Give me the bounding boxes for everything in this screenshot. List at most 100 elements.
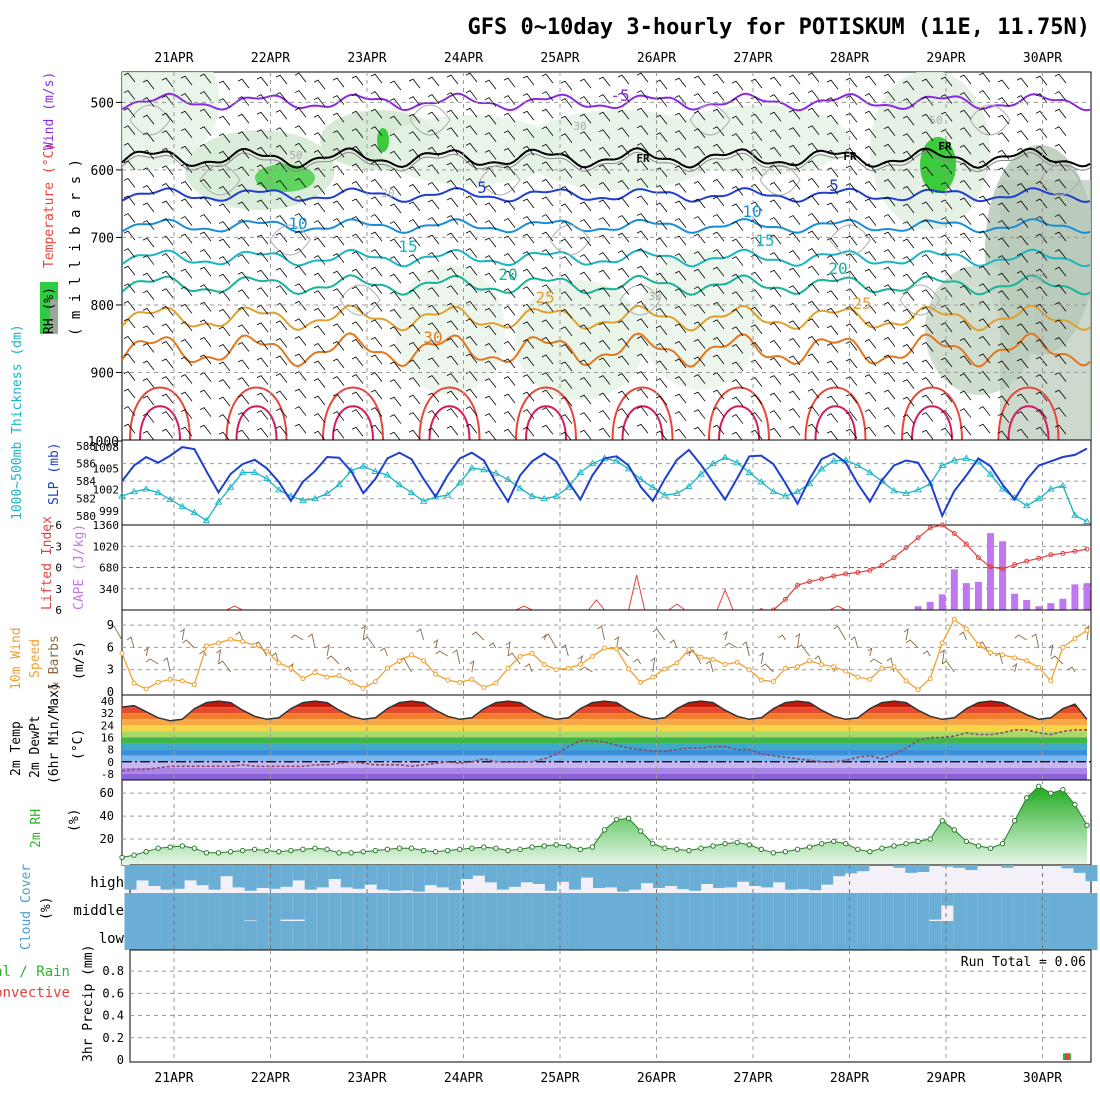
wind10m-barb bbox=[218, 660, 231, 673]
cloud-cover-bar bbox=[508, 865, 521, 887]
wind-barb bbox=[883, 231, 896, 242]
lifted-index-point bbox=[831, 573, 837, 579]
bottom-date-axis: 21APR 22APR 23APR 24APR 25APR 26APR 27APR 28APR… bbox=[154, 1071, 1062, 1086]
cloud-cover-bar bbox=[1001, 865, 1014, 868]
wind-barb bbox=[712, 301, 725, 312]
wind-barb bbox=[161, 288, 174, 299]
rh-shading-blob bbox=[395, 265, 505, 395]
wind-barb bbox=[655, 272, 668, 283]
cloud-cover-bar bbox=[304, 921, 317, 950]
wind10m-barb bbox=[597, 625, 605, 641]
cloud-cover-bar bbox=[352, 865, 365, 889]
wind-barb bbox=[180, 409, 193, 419]
wind-barb bbox=[1054, 389, 1067, 400]
wind10m-barb bbox=[182, 639, 195, 649]
lifted-index-point bbox=[1000, 566, 1006, 572]
thickness-point bbox=[914, 486, 922, 493]
wind-barb bbox=[541, 336, 554, 347]
wind-barb bbox=[997, 430, 1010, 440]
temp-color-band bbox=[122, 773, 1087, 780]
rh2m-tick-label: 60 bbox=[100, 786, 114, 800]
wind-barb bbox=[427, 217, 440, 227]
wind-barb bbox=[503, 340, 516, 351]
cloud-cover-bar bbox=[340, 865, 353, 888]
wind-barb bbox=[883, 178, 896, 189]
wind-barb bbox=[1035, 110, 1048, 121]
wind-barb bbox=[1016, 428, 1029, 439]
lifted-index-point bbox=[915, 535, 921, 541]
wind-barb bbox=[959, 337, 972, 348]
wind-barb bbox=[484, 255, 497, 265]
wind-barb bbox=[256, 111, 269, 122]
wind-barb bbox=[142, 114, 155, 125]
wind-barb bbox=[294, 90, 307, 100]
wind-barb bbox=[636, 353, 649, 364]
cloud-cover-bar bbox=[556, 865, 569, 882]
wind-barb bbox=[427, 287, 440, 298]
wind10m-point bbox=[577, 662, 583, 668]
wind-barb bbox=[598, 181, 611, 192]
wind-barb bbox=[389, 150, 402, 161]
wind-barb bbox=[883, 126, 896, 137]
wind-barb bbox=[503, 165, 516, 176]
rh2m-point bbox=[1072, 801, 1078, 808]
wind-barb bbox=[275, 250, 288, 260]
wind-barb bbox=[997, 360, 1010, 371]
wind-barb bbox=[940, 392, 953, 403]
wind-barb bbox=[142, 413, 155, 423]
wind10m-point bbox=[722, 662, 728, 668]
thickness-point bbox=[275, 486, 283, 493]
wind-barb bbox=[883, 389, 896, 400]
wind-barb bbox=[598, 252, 611, 262]
rh-shading-blob bbox=[515, 280, 645, 400]
thickness-tick-label: 588 bbox=[76, 440, 96, 453]
wind-barb bbox=[370, 231, 383, 242]
wind10m-point bbox=[891, 664, 897, 670]
wind-barb bbox=[351, 409, 364, 419]
wind-barb bbox=[598, 146, 611, 157]
contour-label: 15 bbox=[755, 231, 774, 250]
cloud-cover-bar bbox=[436, 893, 449, 921]
wind-barb bbox=[655, 342, 668, 353]
temperature-contour-line bbox=[515, 386, 577, 440]
wind-barb bbox=[712, 284, 725, 295]
cloud-cover-bar bbox=[1013, 921, 1026, 950]
cloud-cover-bar bbox=[592, 921, 605, 950]
wind-barb bbox=[997, 272, 1010, 283]
lifted-index-line bbox=[226, 522, 1090, 614]
wind-barb bbox=[522, 251, 535, 261]
cloud-cover-bar bbox=[1061, 865, 1074, 869]
wind-barb bbox=[446, 320, 459, 331]
wind-barb bbox=[142, 132, 155, 143]
wind10m-point bbox=[650, 674, 656, 680]
temperature-contour-line bbox=[804, 386, 867, 440]
wind10m-barb bbox=[922, 650, 931, 657]
wind-barb bbox=[864, 163, 877, 174]
wind-barb bbox=[408, 148, 421, 159]
wind10m-point bbox=[131, 680, 137, 686]
wind-barb bbox=[142, 307, 155, 318]
wind-barb bbox=[503, 358, 516, 369]
wind-barb bbox=[674, 411, 687, 421]
wind-barb bbox=[655, 237, 668, 248]
wind10m-point bbox=[541, 662, 547, 668]
wind-barb bbox=[275, 408, 288, 418]
wind-barb bbox=[408, 324, 421, 335]
thickness-point bbox=[371, 467, 380, 474]
thickness-point bbox=[781, 492, 790, 499]
wind-barb bbox=[370, 126, 383, 137]
wind-barb bbox=[427, 427, 440, 438]
wind-barb bbox=[484, 325, 497, 336]
lifted-index-point bbox=[1012, 562, 1018, 568]
wind10m-point bbox=[939, 640, 945, 646]
wind-barb bbox=[389, 98, 402, 108]
rh2m-point bbox=[155, 845, 161, 851]
cloud-cover-bar bbox=[701, 893, 714, 921]
wind-barb bbox=[902, 431, 914, 440]
wind-barb bbox=[636, 213, 649, 223]
rh2m-point bbox=[915, 838, 921, 845]
wind-barb bbox=[313, 79, 326, 90]
wind-barb bbox=[826, 290, 839, 301]
rh-contour-line bbox=[479, 164, 521, 196]
wind-barb bbox=[408, 78, 421, 89]
